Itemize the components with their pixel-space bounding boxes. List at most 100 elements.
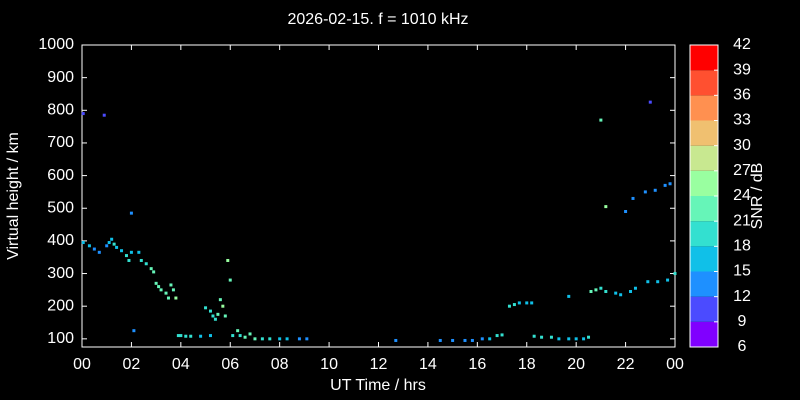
point (643, 190, 647, 194)
colorbar-tick-label: 39 (733, 61, 751, 78)
point (228, 278, 232, 282)
point (137, 250, 141, 254)
point (176, 334, 180, 338)
colorbar-segment (690, 271, 718, 297)
colorbar-tick-label: 24 (733, 187, 751, 204)
colorbar-segment (690, 296, 718, 322)
point (243, 335, 247, 339)
colorbar-tick-label: 27 (733, 162, 751, 179)
point (668, 182, 672, 186)
point (97, 250, 101, 254)
colorbar-tick-label: 42 (733, 36, 751, 53)
point (656, 280, 660, 284)
y-tick-label: 300 (47, 265, 74, 282)
y-tick-label: 800 (47, 102, 74, 119)
point (213, 317, 217, 321)
y-tick-label: 100 (47, 330, 74, 347)
point (648, 100, 652, 104)
colorbar-tick-label: 21 (733, 212, 751, 229)
point (604, 205, 608, 209)
point (171, 288, 175, 292)
point (221, 304, 225, 308)
point (599, 286, 603, 290)
point (633, 286, 637, 290)
point (208, 309, 212, 313)
colorbar-segment (690, 221, 718, 247)
point (394, 338, 398, 342)
plot-frame (81, 44, 676, 348)
point (297, 337, 301, 341)
x-tick-label: 22 (617, 356, 635, 373)
point (673, 272, 677, 276)
colorbar-tick-label: 18 (733, 238, 751, 255)
colorbar-label: SNR / dB (749, 163, 766, 230)
point (132, 329, 136, 333)
point (525, 301, 529, 305)
point (567, 337, 571, 341)
point (199, 334, 203, 338)
colorbar-segment (690, 45, 718, 71)
point (260, 337, 264, 341)
colorbar-segment (690, 120, 718, 146)
colorbar-segment (690, 70, 718, 96)
point (139, 258, 143, 262)
point (532, 334, 536, 338)
point (488, 337, 492, 341)
point (604, 289, 608, 293)
point (124, 254, 128, 258)
point (223, 314, 227, 318)
colorbar-tick-label: 15 (733, 263, 751, 280)
point (507, 304, 511, 308)
point (305, 337, 309, 341)
point (540, 335, 544, 339)
colorbar-segment (690, 170, 718, 196)
point (285, 337, 289, 341)
point (451, 338, 455, 342)
y-tick-label: 600 (47, 167, 74, 184)
x-tick-label: 00 (73, 356, 91, 373)
point (574, 337, 578, 341)
point (87, 244, 91, 248)
point (184, 334, 188, 338)
point (567, 294, 571, 298)
point (253, 337, 257, 341)
point (599, 118, 603, 122)
point (594, 288, 598, 292)
point (208, 334, 212, 338)
point (587, 335, 591, 339)
x-tick-label: 06 (221, 356, 239, 373)
x-tick-label: 02 (123, 356, 141, 373)
point (174, 296, 178, 300)
colorbar-segment (690, 321, 718, 347)
colorbar-segment (690, 145, 718, 171)
point (189, 334, 193, 338)
point (107, 241, 111, 245)
point (470, 338, 474, 342)
point (216, 312, 220, 316)
point (204, 306, 208, 310)
x-tick-label: 04 (172, 356, 190, 373)
point (500, 333, 504, 337)
colorbar-segment (690, 196, 718, 222)
point (127, 258, 131, 262)
colorbar-tick-label: 30 (733, 137, 751, 154)
point (120, 249, 124, 253)
y-tick-label: 900 (47, 69, 74, 86)
point (211, 314, 215, 318)
colorbar-tick-label: 9 (738, 313, 747, 330)
point (81, 241, 85, 245)
x-tick-label: 14 (419, 356, 437, 373)
point (218, 298, 222, 302)
point (512, 303, 516, 307)
x-tick-label: 08 (271, 356, 289, 373)
y-tick-label: 1000 (38, 36, 74, 53)
point (231, 334, 235, 338)
y-axis-label: Virtual height / km (5, 132, 22, 260)
point (463, 338, 467, 342)
point (268, 337, 272, 341)
point (557, 337, 561, 341)
x-tick-label: 18 (518, 356, 536, 373)
point (129, 250, 133, 254)
point (495, 334, 499, 338)
